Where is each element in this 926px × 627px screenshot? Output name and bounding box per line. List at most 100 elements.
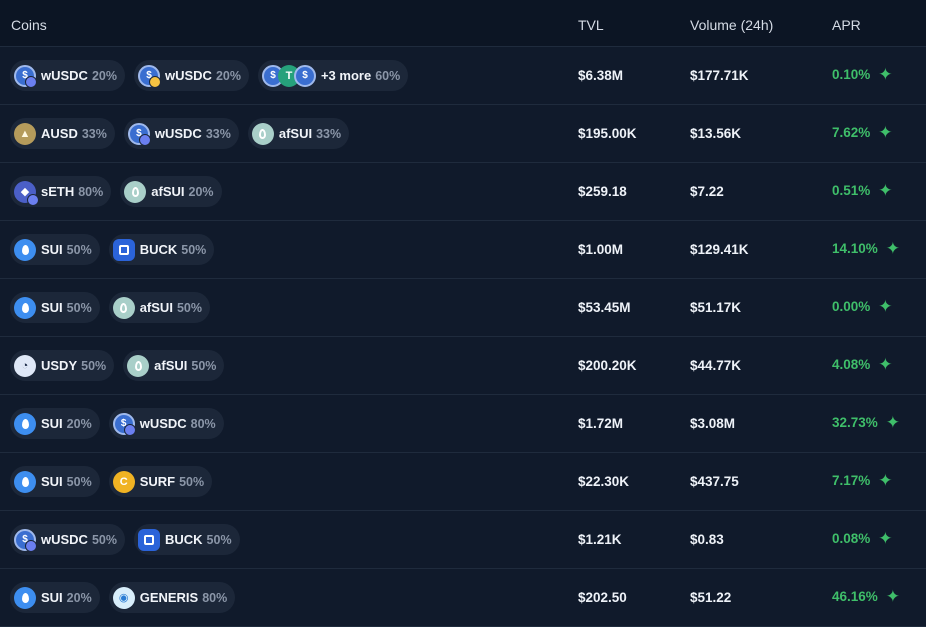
coin-pill[interactable]: afSUI 33% bbox=[247, 118, 350, 149]
coin-pill[interactable]: $ wUSDC 20% bbox=[10, 60, 125, 91]
afsui-icon bbox=[112, 296, 135, 319]
coin-weight: 50% bbox=[181, 242, 207, 257]
coin-pill[interactable]: C SURF 50% bbox=[108, 466, 213, 497]
coin-symbol: afSUI bbox=[139, 300, 173, 315]
coin-symbol: wUSDC bbox=[41, 532, 88, 547]
apr-cell: 0.10% ✦ bbox=[832, 66, 893, 83]
column-header-apr[interactable]: APR bbox=[832, 17, 861, 33]
coin-pill[interactable]: afSUI 50% bbox=[108, 292, 210, 323]
table-row[interactable]: ◔ USDY 50% afSUI 50% $200.20K $44.77K 4.08% ✦ bbox=[0, 337, 926, 395]
coin-pill[interactable]: SUI 20% bbox=[10, 408, 100, 439]
afsui-icon bbox=[124, 180, 147, 203]
coin-pill[interactable]: ◔ USDY 50% bbox=[10, 350, 115, 381]
coin-pill[interactable]: SUI 50% bbox=[10, 466, 100, 497]
coin-symbol: afSUI bbox=[154, 358, 188, 373]
column-header-coins[interactable]: Coins bbox=[11, 17, 47, 33]
ethereum-badge-icon bbox=[25, 75, 37, 88]
coin-pill[interactable]: BUCK 50% bbox=[133, 524, 240, 555]
table-body: $ wUSDC 20% $ wUSDC 20% $ T $ +3 more 60% $6.38M $17… bbox=[0, 47, 926, 627]
tvl-value: $195.00K bbox=[578, 126, 637, 141]
sparkle-icon[interactable]: ✦ bbox=[878, 297, 893, 316]
tvl-value: $259.18 bbox=[578, 184, 627, 199]
afsui-icon bbox=[127, 354, 150, 377]
column-header-volume[interactable]: Volume (24h) bbox=[690, 17, 774, 33]
afsui-icon bbox=[251, 122, 274, 145]
coin-weight: 50% bbox=[179, 474, 205, 489]
table-row[interactable]: SUI 20% $ wUSDC 80% $1.72M $3.08M 32.73% ✦ bbox=[0, 395, 926, 453]
sparkle-icon[interactable]: ✦ bbox=[878, 123, 893, 142]
coin-pill[interactable]: ◉ GENERIS 80% bbox=[108, 582, 236, 613]
apr-cell: 32.73% ✦ bbox=[832, 414, 900, 431]
table-row[interactable]: SUI 50% afSUI 50% $53.45M $51.17K 0.00% ✦ bbox=[0, 279, 926, 337]
coin-weight: 50% bbox=[176, 300, 202, 315]
volume-value: $51.17K bbox=[690, 300, 742, 315]
apr-value: 7.62% bbox=[832, 125, 871, 140]
apr-value: 32.73% bbox=[832, 415, 878, 430]
volume-value: $3.08M bbox=[690, 416, 736, 431]
coin-pill[interactable]: SUI 20% bbox=[10, 582, 100, 613]
coin-pill[interactable]: SUI 50% bbox=[10, 234, 100, 265]
coin-weight: 50% bbox=[81, 358, 107, 373]
coin-pill[interactable]: $ wUSDC 80% bbox=[108, 408, 224, 439]
sparkle-icon[interactable]: ✦ bbox=[878, 529, 893, 548]
sparkle-icon[interactable]: ✦ bbox=[878, 65, 893, 84]
table-row[interactable]: $ wUSDC 50% BUCK 50% $1.21K $0.83 0.08% ✦ bbox=[0, 511, 926, 569]
coin-weight: 20% bbox=[66, 416, 92, 431]
coin-list: $ wUSDC 50% BUCK 50% bbox=[10, 524, 240, 555]
sparkle-icon[interactable]: ✦ bbox=[878, 181, 893, 200]
coin-pill[interactable]: $ wUSDC 33% bbox=[123, 118, 239, 149]
sparkle-icon[interactable]: ✦ bbox=[885, 587, 901, 606]
coin-symbol: BUCK bbox=[139, 242, 178, 257]
column-header-tvl[interactable]: TVL bbox=[578, 17, 604, 33]
apr-value: 0.00% bbox=[832, 299, 871, 314]
table-row[interactable]: ◆ sETH 80% afSUI 20% $259.18 $7.22 0.51% ✦ bbox=[0, 163, 926, 221]
multi-coin-icon: $ T $ bbox=[261, 64, 316, 87]
chain-badge-icon bbox=[148, 75, 161, 88]
coin-list: SUI 20% $ wUSDC 80% bbox=[10, 408, 224, 439]
coin-pill[interactable]: ▲ AUSD 33% bbox=[10, 118, 115, 149]
sui-icon bbox=[14, 412, 36, 435]
volume-value: $13.56K bbox=[690, 126, 742, 141]
ethereum-badge-icon bbox=[123, 423, 136, 436]
usdc-icon: $ bbox=[112, 412, 136, 436]
coin-weight: 50% bbox=[191, 358, 217, 373]
volume-value: $51.22 bbox=[690, 590, 732, 605]
coin-pill[interactable]: afSUI 50% bbox=[123, 350, 225, 381]
coin-symbol: SUI bbox=[41, 242, 63, 257]
sparkle-icon[interactable]: ✦ bbox=[885, 239, 901, 258]
sparkle-icon[interactable]: ✦ bbox=[885, 413, 901, 432]
coin-symbol: wUSDC bbox=[41, 68, 88, 83]
apr-value: 0.10% bbox=[832, 67, 871, 82]
coin-pill[interactable]: $ T $ +3 more 60% bbox=[257, 60, 409, 91]
table-row[interactable]: $ wUSDC 20% $ wUSDC 20% $ T $ +3 more 60% $6.38M $17… bbox=[0, 47, 926, 105]
coin-weight: 33% bbox=[316, 126, 342, 141]
coin-symbol: wUSDC bbox=[139, 416, 187, 431]
coin-pill[interactable]: ◆ sETH 80% bbox=[10, 176, 112, 207]
coin-pill[interactable]: $ wUSDC 50% bbox=[10, 524, 125, 555]
coin-weight: 80% bbox=[78, 184, 104, 199]
coin-weight: 60% bbox=[375, 68, 401, 83]
coin-pill[interactable]: SUI 50% bbox=[10, 292, 100, 323]
coin-symbol: GENERIS bbox=[139, 590, 199, 605]
tvl-value: $1.00M bbox=[578, 242, 624, 257]
coin-pill[interactable]: afSUI 20% bbox=[120, 176, 222, 207]
coin-pill[interactable]: BUCK 50% bbox=[108, 234, 215, 265]
volume-value: $44.77K bbox=[690, 358, 742, 373]
coin-weight: 50% bbox=[206, 532, 232, 547]
coin-weight: 50% bbox=[66, 300, 92, 315]
apr-cell: 7.62% ✦ bbox=[832, 124, 893, 141]
ethereum-badge-icon bbox=[27, 193, 39, 206]
sui-icon bbox=[14, 238, 36, 261]
sparkle-icon[interactable]: ✦ bbox=[878, 355, 893, 374]
table-row[interactable]: SUI 20% ◉ GENERIS 80% $202.50 $51.22 46.16% ✦ bbox=[0, 569, 926, 627]
ausd-icon: ▲ bbox=[14, 122, 36, 145]
table-row[interactable]: SUI 50% C SURF 50% $22.30K $437.75 7.17% ✦ bbox=[0, 453, 926, 511]
sparkle-icon[interactable]: ✦ bbox=[878, 471, 893, 490]
sui-icon bbox=[14, 296, 36, 319]
coin-symbol: SURF bbox=[139, 474, 176, 489]
generis-icon: ◉ bbox=[112, 586, 135, 609]
table-row[interactable]: SUI 50% BUCK 50% $1.00M $129.41K 14.10% ✦ bbox=[0, 221, 926, 279]
coin-list: $ wUSDC 20% $ wUSDC 20% $ T $ +3 more 60% bbox=[10, 60, 409, 91]
table-row[interactable]: ▲ AUSD 33% $ wUSDC 33% afSUI 33% $195.00K $13.56K… bbox=[0, 105, 926, 163]
coin-pill[interactable]: $ wUSDC 20% bbox=[133, 60, 249, 91]
